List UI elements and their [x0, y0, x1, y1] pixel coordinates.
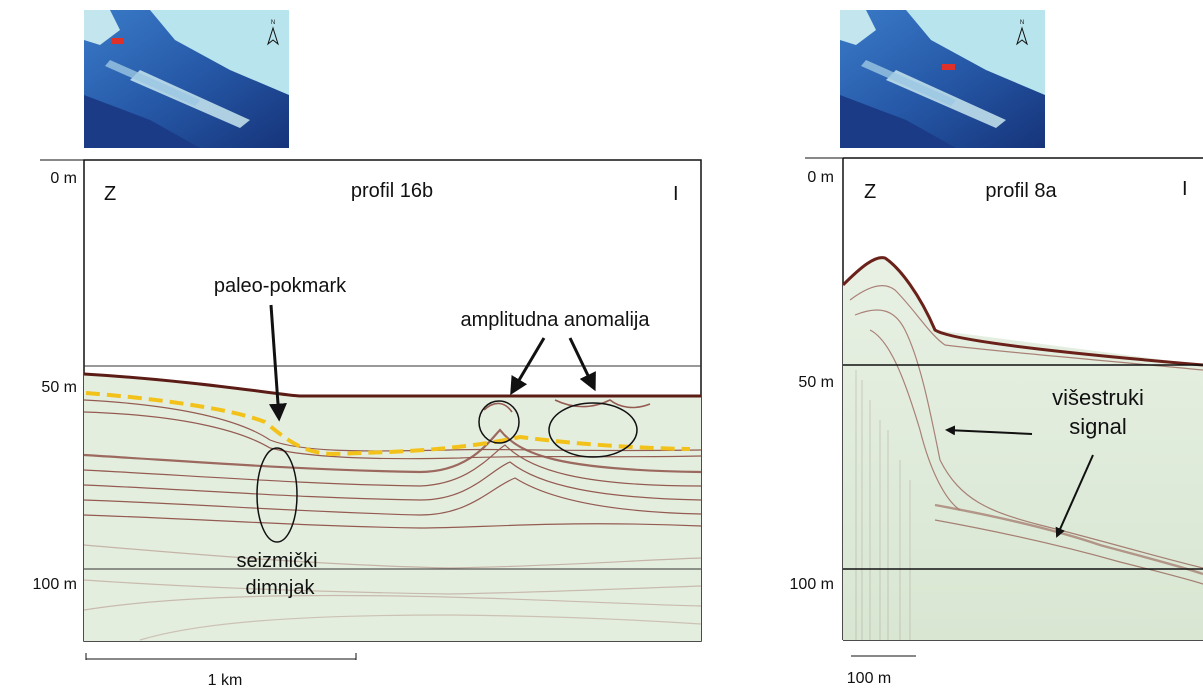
arrow-anomaly-1	[510, 337, 546, 396]
scale-bar-left	[85, 653, 357, 660]
location-marker	[112, 38, 124, 44]
annotation-multiple-2: signal	[1069, 414, 1126, 439]
annotation-paleo-pockmark: paleo-pokmark	[214, 275, 347, 297]
annotation-multiple-1: višestruki	[1052, 385, 1144, 410]
anomaly-circle-2	[548, 402, 638, 458]
arrow-multiple-2	[1055, 454, 1094, 538]
seismic-section-8a	[841, 256, 1203, 640]
profile-title-8a: profil 8a	[985, 180, 1057, 202]
location-marker	[942, 64, 955, 70]
profile-title-16b: profil 16b	[351, 180, 433, 202]
arrow-multiple-1	[945, 425, 1033, 436]
west-label-right: Z	[864, 181, 876, 203]
north-arrow-icon: N	[1016, 20, 1028, 46]
depth-label-0m: 0 m	[50, 170, 77, 187]
interpreted-horizon	[85, 391, 691, 457]
east-label-left: I	[673, 183, 679, 205]
annotation-amplitude-anomaly: amplitudna anomalija	[460, 309, 650, 331]
annotation-seismic-chimney-2: dimnjak	[246, 577, 316, 599]
seismic-section-16b	[83, 372, 702, 641]
depth-label-50m: 50 m	[41, 379, 77, 396]
arrow-anomaly-2	[568, 337, 596, 392]
depth-label-100m: 100 m	[790, 576, 834, 593]
depth-label-50m: 50 m	[798, 374, 834, 391]
arrow-paleo-pockmark	[269, 304, 287, 422]
location-map-right: N	[840, 10, 1045, 148]
east-label-right: I	[1182, 178, 1188, 200]
annotation-seismic-chimney-1: seizmički	[236, 550, 317, 572]
svg-text:N: N	[271, 20, 275, 26]
depth-label-0m: 0 m	[807, 169, 834, 186]
left-panel: N 0 m 50 m 100 m	[33, 10, 702, 689]
scale-label-left: 1 km	[208, 672, 243, 689]
scale-label-right: 100 m	[847, 670, 891, 687]
west-label-left: Z	[104, 183, 116, 205]
anomaly-circle-1	[478, 400, 520, 444]
svg-text:N: N	[1020, 20, 1024, 26]
chimney-ellipse	[256, 447, 298, 543]
north-arrow-icon: N	[267, 20, 279, 46]
location-map-left: N	[84, 10, 289, 148]
depth-label-100m: 100 m	[33, 576, 77, 593]
right-panel: N 0 m 50 m 100 m	[790, 10, 1203, 687]
